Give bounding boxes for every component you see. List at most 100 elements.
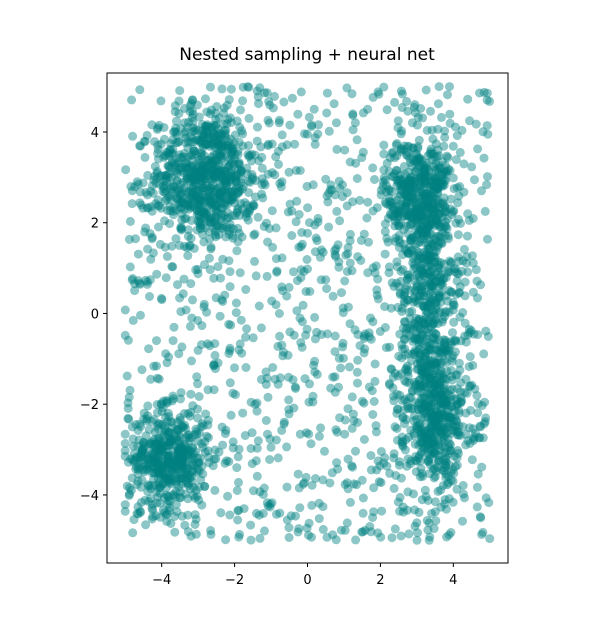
scatter-point — [353, 330, 363, 340]
scatter-point — [128, 441, 138, 451]
scatter-point — [356, 235, 366, 245]
scatter-point — [163, 408, 173, 418]
scatter-point — [126, 485, 136, 495]
scatter-point — [368, 410, 378, 419]
scatter-point — [222, 456, 232, 466]
scatter-point — [382, 105, 392, 115]
scatter-point — [211, 200, 221, 209]
scatter-point — [233, 515, 243, 525]
scatter-point — [187, 188, 197, 198]
scatter-point — [164, 472, 174, 482]
scatter-point — [133, 476, 143, 486]
scatter-point — [168, 144, 178, 154]
scatter-point — [351, 535, 361, 545]
scatter-point — [200, 437, 210, 447]
scatter-point — [274, 115, 284, 125]
scatter-point — [279, 97, 289, 107]
scatter-point — [131, 462, 141, 471]
scatter-point — [423, 151, 433, 161]
scatter-point — [202, 193, 212, 202]
scatter-point — [277, 282, 287, 292]
scatter-point — [247, 428, 257, 438]
scatter-point — [217, 186, 227, 196]
scatter-point — [180, 420, 190, 430]
scatter-point — [213, 221, 223, 231]
scatter-point — [293, 109, 303, 119]
scatter-point — [166, 436, 176, 446]
scatter-point — [188, 145, 198, 154]
scatter-point — [345, 258, 355, 268]
scatter-point — [175, 413, 185, 422]
scatter-point — [242, 208, 252, 218]
scatter-point — [152, 173, 162, 183]
scatter-point — [475, 433, 485, 443]
scatter-point — [417, 448, 427, 458]
scatter-point — [387, 187, 397, 197]
scatter-point — [166, 139, 176, 149]
scatter-point — [162, 447, 172, 457]
scatter-point — [305, 287, 315, 296]
scatter-point — [174, 425, 184, 435]
scatter-point — [153, 492, 163, 502]
scatter-point — [449, 336, 459, 346]
scatter-point — [123, 457, 133, 467]
scatter-point — [139, 467, 149, 477]
scatter-point — [162, 194, 172, 204]
scatter-point — [164, 172, 174, 182]
scatter-point — [441, 207, 451, 217]
scatter-point — [304, 518, 314, 528]
scatter-point — [419, 212, 429, 222]
scatter-point — [135, 452, 145, 462]
scatter-point — [197, 500, 207, 510]
scatter-point — [169, 322, 179, 332]
scatter-point — [233, 204, 243, 213]
scatter-point — [120, 439, 130, 448]
scatter-point — [176, 449, 185, 459]
scatter-point — [174, 453, 184, 463]
scatter-point — [252, 406, 262, 416]
scatter-point — [161, 469, 171, 479]
scatter-point — [205, 210, 215, 220]
scatter-point — [248, 201, 258, 211]
scatter-point — [343, 484, 353, 494]
scatter-point — [221, 178, 231, 188]
scatter-point — [275, 178, 285, 188]
scatter-point — [154, 478, 164, 488]
scatter-point — [295, 313, 305, 323]
scatter-point — [139, 414, 149, 424]
scatter-point — [408, 218, 418, 228]
scatter-point — [201, 178, 211, 187]
scatter-point — [192, 206, 202, 216]
scatter-point — [384, 200, 394, 210]
scatter-point — [146, 484, 156, 494]
scatter-point — [428, 327, 438, 337]
scatter-point — [388, 198, 398, 208]
scatter-point — [191, 165, 201, 175]
scatter-point — [289, 403, 299, 413]
scatter-point — [452, 131, 462, 141]
scatter-point — [265, 499, 275, 509]
scatter-point — [313, 129, 323, 139]
scatter-point — [169, 181, 179, 191]
scatter-point — [253, 92, 263, 102]
scatter-point — [192, 195, 202, 205]
y-tick-label: 4 — [91, 126, 99, 141]
scatter-point — [202, 164, 212, 173]
scatter-point — [162, 170, 172, 180]
scatter-point — [451, 218, 461, 228]
scatter-point — [127, 95, 137, 105]
scatter-point — [156, 446, 166, 456]
scatter-point — [370, 175, 379, 184]
scatter-point — [230, 154, 239, 164]
scatter-point — [429, 242, 439, 251]
scatter-point — [285, 327, 295, 337]
scatter-point — [136, 422, 146, 431]
scatter-point — [429, 388, 439, 398]
scatter-point — [192, 459, 202, 468]
scatter-point — [400, 179, 410, 189]
scatter-point — [168, 458, 178, 468]
scatter-point — [177, 166, 187, 176]
scatter-point — [219, 211, 229, 221]
scatter-point — [294, 242, 304, 252]
scatter-point — [167, 158, 177, 168]
